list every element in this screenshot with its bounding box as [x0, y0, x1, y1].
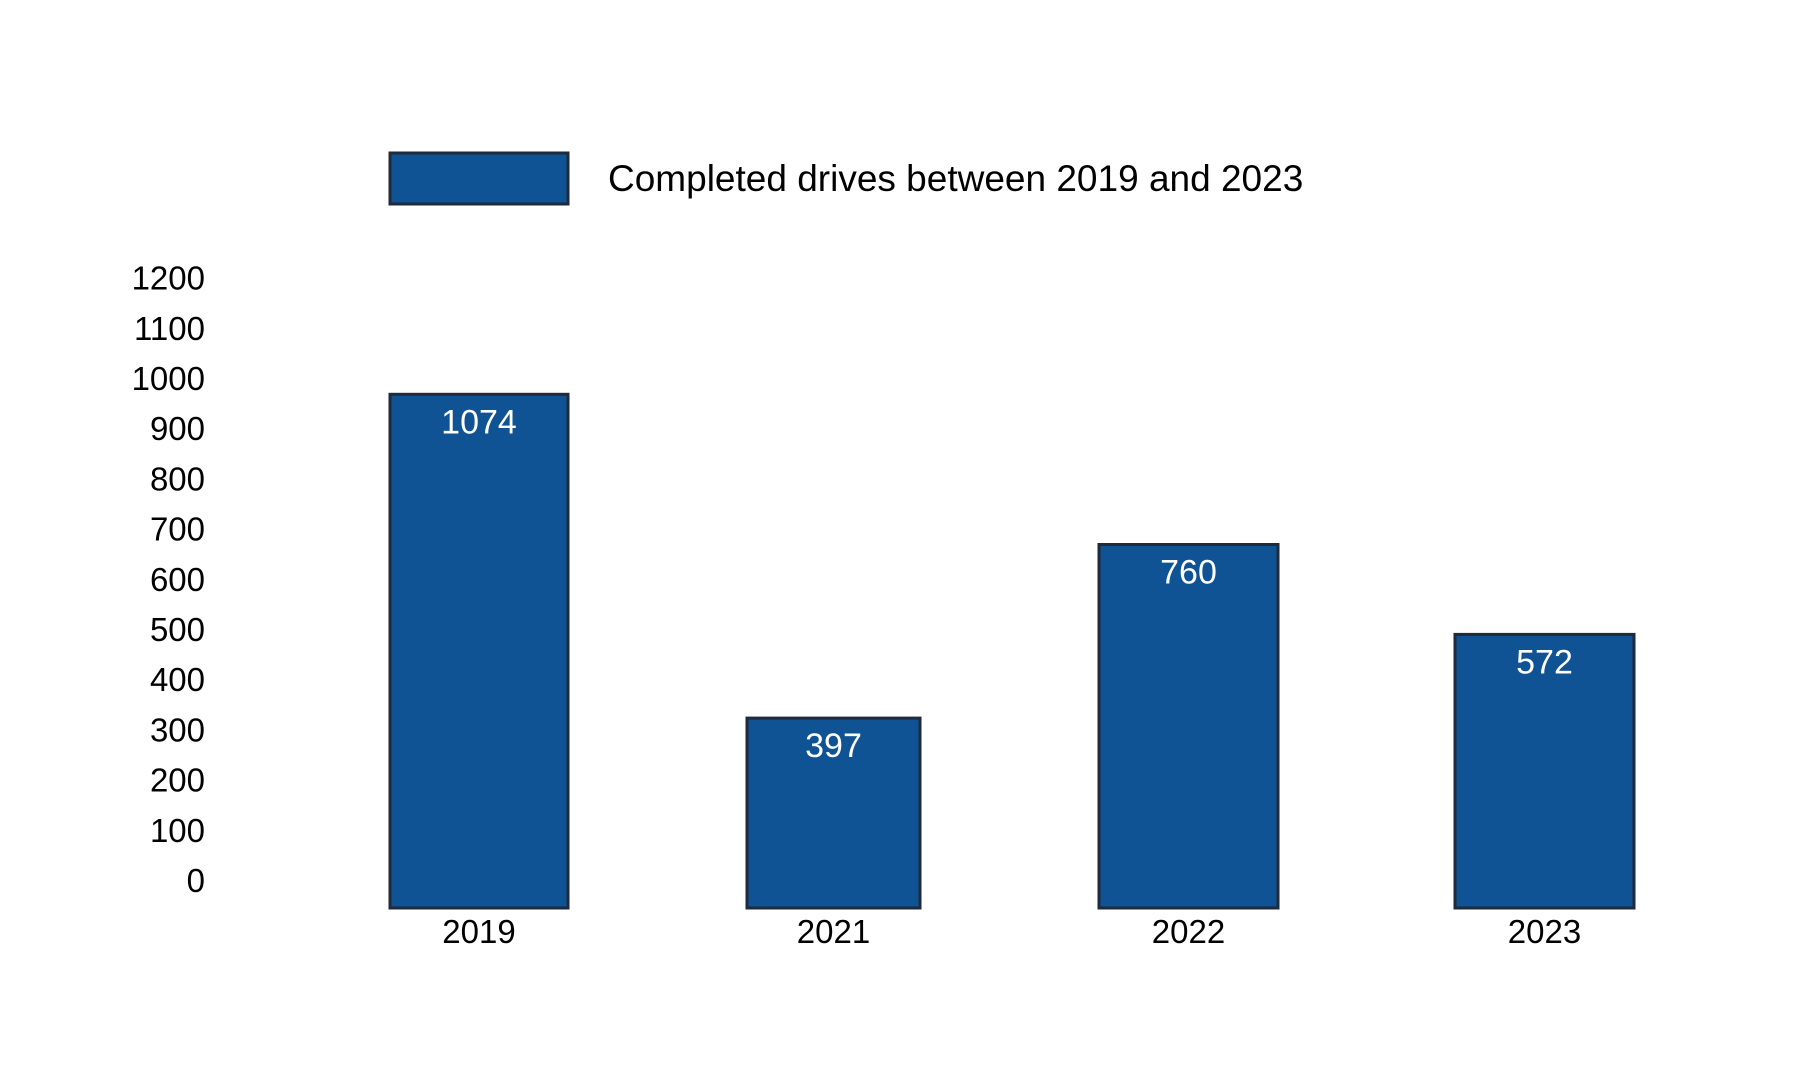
bar-value-label-2019: 1074: [441, 403, 517, 441]
y-tick-label: 900: [150, 410, 205, 447]
bar-value-label-2023: 572: [1516, 643, 1573, 681]
legend: Completed drives between 2019 and 2023: [388, 151, 1303, 206]
y-tick-label: 1200: [132, 260, 205, 297]
y-tick-label: 700: [150, 511, 205, 548]
y-tick-label: 800: [150, 460, 205, 497]
bars: [388, 392, 1636, 910]
x-axis: 2019 2021 2022 2023: [442, 913, 1581, 950]
x-tick-label: 2019: [442, 913, 515, 950]
bar-2019: [388, 392, 570, 910]
y-tick-label: 100: [150, 812, 205, 849]
bar-value-label-2022: 760: [1160, 554, 1217, 592]
bar-value-labels: 1074 397 760 572: [441, 403, 1573, 765]
y-axis: 0 100 200 300 400 500 600 700 800 900 1000 1100 1200: [132, 260, 205, 899]
y-tick-label: 0: [187, 862, 205, 899]
bar-2022: [1097, 543, 1280, 910]
y-tick-label: 300: [150, 711, 205, 748]
bar-value-label-2021: 397: [805, 727, 862, 765]
y-tick-label: 1000: [132, 360, 205, 397]
y-tick-label: 600: [150, 561, 205, 598]
y-tick-label: 400: [150, 661, 205, 698]
x-tick-label: 2021: [797, 913, 870, 950]
legend-swatch: [388, 151, 570, 206]
y-tick-label: 1100: [134, 310, 205, 347]
bar-2023: [1453, 632, 1636, 910]
x-tick-label: 2023: [1508, 913, 1581, 950]
bar-2021: [745, 716, 922, 910]
y-tick-label: 200: [150, 762, 205, 799]
legend-label: Completed drives between 2019 and 2023: [608, 158, 1303, 199]
x-tick-label: 2022: [1152, 913, 1225, 950]
y-tick-label: 500: [150, 611, 205, 648]
